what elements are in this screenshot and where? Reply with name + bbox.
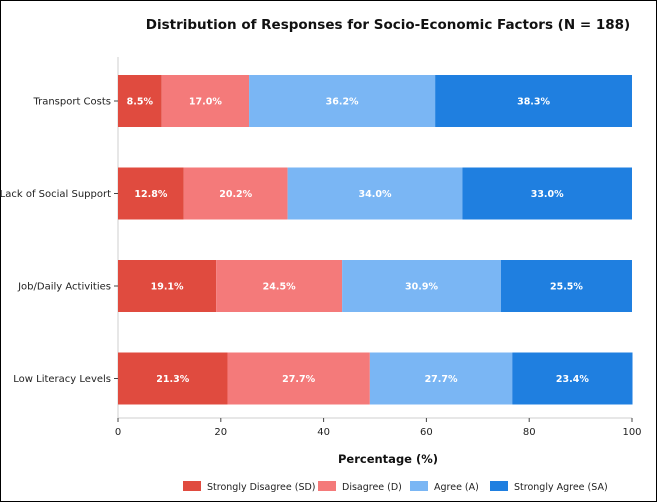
bar-segment-strongly-agree-sa	[512, 352, 633, 405]
category-label-transport-costs: Transport Costs	[32, 97, 111, 108]
legend-swatch-agree-a	[410, 481, 428, 491]
bar-segment-agree-a	[369, 352, 513, 405]
bar-segment-disagree-d	[227, 352, 370, 405]
x-axis-title: Percentage (%)	[338, 452, 438, 466]
data-label: 8.5%	[127, 97, 154, 108]
legend-swatch-disagree-d	[318, 481, 336, 491]
data-label: 20.2%	[219, 189, 252, 200]
bar-segment-strongly-disagree-sd	[118, 75, 162, 127]
category-label-job-daily-activities: Job/Daily Activities	[17, 282, 111, 293]
data-label: 12.8%	[134, 189, 167, 200]
plot-area: 0 20 40 60 80 100 Transport Costs 8.5% 17.0% 36.2…	[0, 57, 642, 438]
bar-segment-agree-a	[249, 75, 436, 127]
bar-segment-strongly-disagree-sd	[118, 352, 228, 405]
legend-swatch-strongly-agree-sa	[490, 481, 508, 491]
x-tick-label: 20	[214, 427, 227, 438]
category-label-low-literacy-levels: Low Literacy Levels	[13, 374, 111, 385]
legend-swatch-strongly-disagree-sd	[183, 481, 201, 491]
bar-segment-disagree-d	[216, 260, 343, 312]
data-label: 34.0%	[359, 189, 392, 200]
data-label: 33.0%	[531, 189, 564, 200]
data-label: 38.3%	[517, 97, 550, 108]
data-label: 27.7%	[425, 374, 458, 385]
legend-label-strongly-disagree-sd: Strongly Disagree (SD)	[207, 482, 316, 493]
x-tick-label: 40	[317, 427, 330, 438]
bar-segment-strongly-disagree-sd	[118, 167, 184, 220]
legend-label-strongly-agree-sa: Strongly Agree (SA)	[514, 482, 608, 493]
data-label: 36.2%	[326, 97, 359, 108]
bar-segment-strongly-agree-sa	[500, 260, 632, 312]
bar-segment-disagree-d	[161, 75, 250, 127]
x-tick-label: 0	[115, 427, 121, 438]
bar-segment-agree-a	[287, 167, 463, 220]
x-tick-label: 80	[523, 427, 536, 438]
bar-segment-strongly-agree-sa	[462, 167, 632, 220]
data-label: 24.5%	[263, 282, 296, 293]
legend-label-agree-a: Agree (A)	[434, 482, 479, 493]
data-label: 30.9%	[405, 282, 438, 293]
category-label-lack-of-social-support: Lack of Social Support	[0, 189, 111, 200]
data-label: 21.3%	[156, 374, 189, 385]
x-tick-label: 60	[420, 427, 433, 438]
chart-title: Distribution of Responses for Socio-Econ…	[146, 17, 630, 33]
bar-segment-strongly-agree-sa	[435, 75, 632, 127]
bar-segment-strongly-disagree-sd	[118, 260, 217, 312]
x-tick-label: 100	[622, 427, 641, 438]
bar-segment-agree-a	[342, 260, 501, 312]
legend: Strongly Disagree (SD) Disagree (D) Agree …	[183, 481, 608, 493]
bar-segment-disagree-d	[183, 167, 288, 220]
data-label: 27.7%	[282, 374, 315, 385]
data-label: 19.1%	[151, 282, 184, 293]
data-label: 23.4%	[556, 374, 589, 385]
data-label: 17.0%	[189, 97, 222, 108]
legend-label-disagree-d: Disagree (D)	[342, 482, 402, 493]
data-label: 25.5%	[550, 282, 583, 293]
